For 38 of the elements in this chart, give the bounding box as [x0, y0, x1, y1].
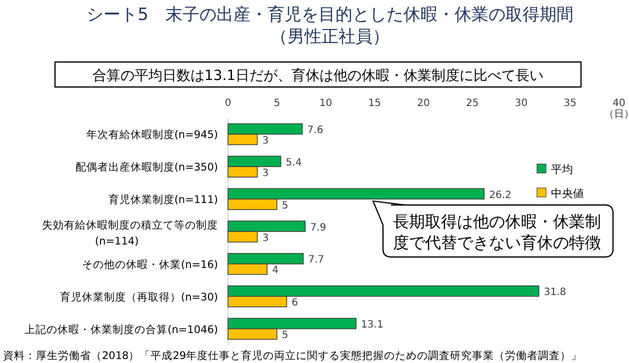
data-label: 3 — [262, 135, 269, 146]
y-tick-label: 失効有給休暇制度の積立て等の制度(n=114) — [42, 218, 218, 248]
y-tick-label: 育児休業制度(n=111) — [108, 193, 218, 206]
x-tick-label: 40 — [612, 98, 626, 109]
title: シート5 末子の出産・育児を目的とした休暇・休業の取得期間 — [86, 5, 574, 25]
x-tick-label: 0 — [224, 98, 232, 109]
y-tick-label: 上記の休暇・休業制度の合算(n=1046) — [24, 322, 218, 336]
x-tick-label: 35 — [564, 98, 576, 109]
data-label: 5 — [282, 330, 288, 342]
x-tick-label: 15 — [368, 98, 381, 109]
legend-label: 中央値 — [551, 187, 584, 200]
data-label: 7.6 — [307, 124, 324, 136]
x-tick-label: 5 — [274, 98, 280, 109]
data-label: 5 — [282, 200, 288, 212]
data-label: 31.8 — [544, 287, 566, 298]
y-tick-label: 配偶者出産休暇制度(n=350) — [75, 160, 218, 174]
annotation: 長期取得は他の休暇・休業制度で代替できない育休の特徴 — [393, 212, 601, 252]
x-tick-label: 10 — [319, 98, 332, 109]
subtitle: （男性正社員） — [270, 27, 390, 47]
data-label: 13.1 — [361, 320, 384, 331]
y-tick-label: 年次有給休暇制度(n=945) — [86, 128, 218, 142]
data-label: 5.4 — [286, 157, 302, 168]
legend-label: 平均 — [551, 163, 573, 176]
text: 資料：厚生労働省（2018）「平成29年度仕事と育児の両立に関する実態把握のための調査研究事業（労働者調査）」 — [3, 349, 582, 362]
x-tick-label: 30 — [514, 98, 528, 109]
data-label: 7.9 — [310, 222, 326, 234]
data-label: 26.2 — [489, 190, 512, 201]
xlabel: （日） — [604, 109, 629, 120]
data-label: 6 — [292, 298, 298, 309]
data-label: 3 — [262, 232, 269, 244]
data-label: 4 — [272, 265, 278, 276]
data-label: 7.7 — [308, 254, 324, 266]
x-tick-label: 25 — [466, 98, 479, 109]
text: 合算の平均日数は13.1日だが、育休は他の休暇・休業制度に比べて長い — [92, 67, 544, 84]
y-tick-label: 育児休業制度（再取得）(n=30) — [60, 290, 218, 304]
data-label: 3 — [262, 168, 269, 179]
x-tick-label: 20 — [417, 98, 430, 109]
y-tick-label: その他の休暇・休業(n=16) — [82, 258, 218, 271]
